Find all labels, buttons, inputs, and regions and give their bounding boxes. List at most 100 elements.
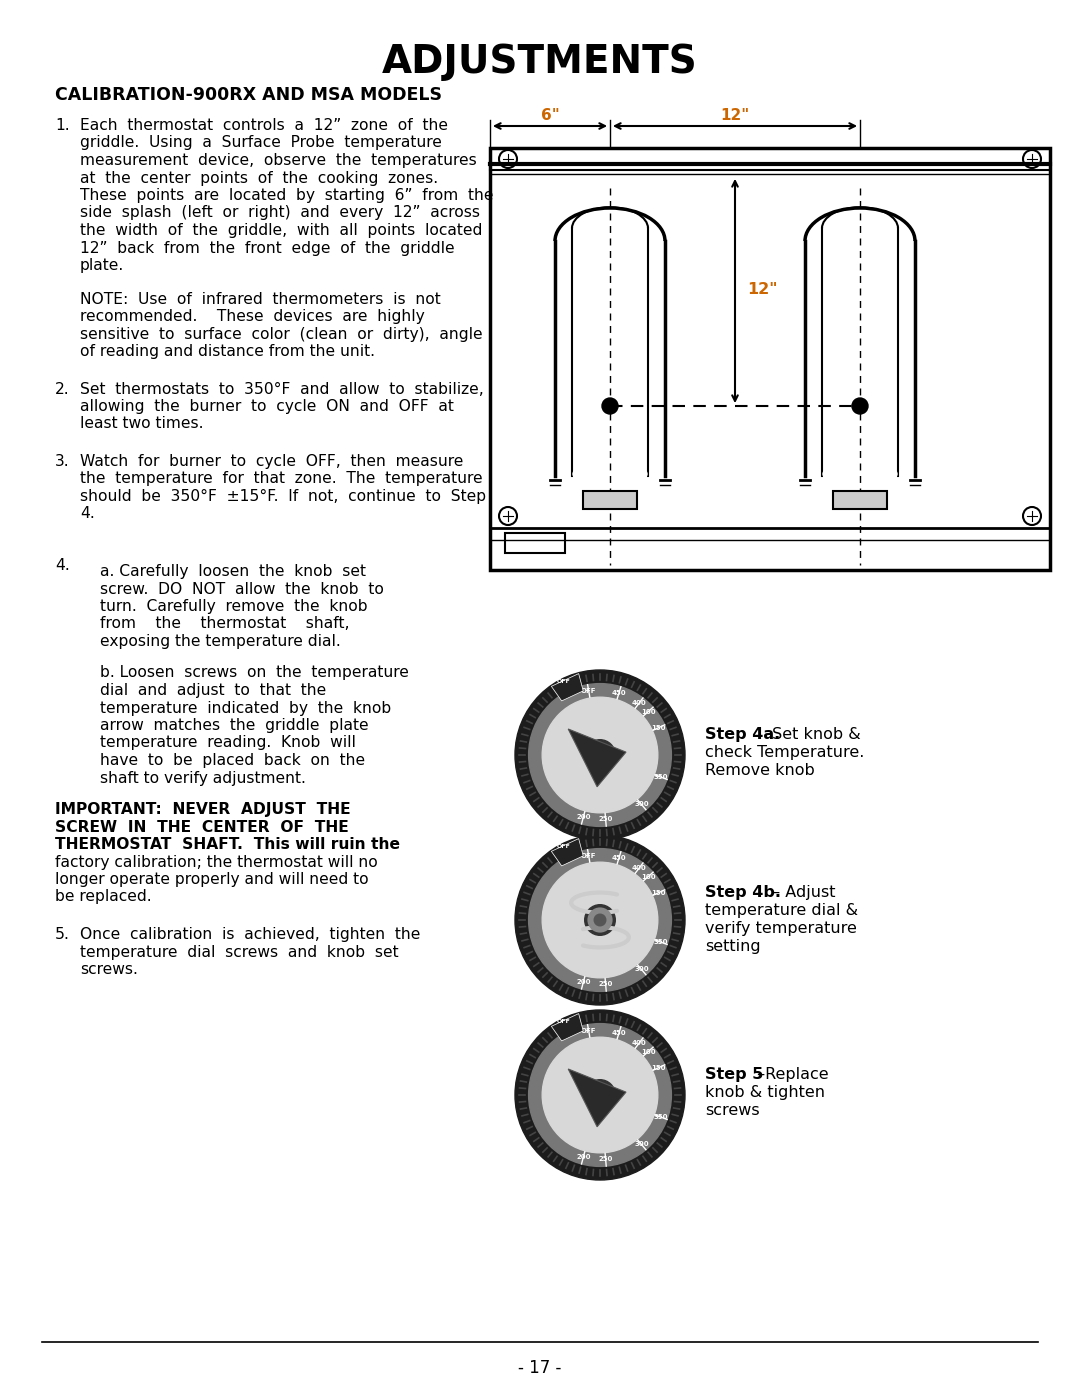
- Text: 100: 100: [640, 1049, 656, 1055]
- Text: temperature dial &: temperature dial &: [705, 902, 859, 918]
- Text: a. Carefully  loosen  the  knob  set: a. Carefully loosen the knob set: [100, 564, 366, 578]
- Text: allowing  the  burner  to  cycle  ON  and  OFF  at: allowing the burner to cycle ON and OFF …: [80, 400, 454, 414]
- Text: turn.  Carefully  remove  the  knob: turn. Carefully remove the knob: [100, 599, 367, 615]
- Text: ADJUSTMENTS: ADJUSTMENTS: [382, 43, 698, 81]
- Text: 400: 400: [632, 1041, 646, 1046]
- Text: Set knob &: Set knob &: [767, 726, 861, 742]
- Text: 12": 12": [720, 109, 750, 123]
- Circle shape: [528, 1024, 672, 1166]
- Circle shape: [639, 469, 647, 478]
- Circle shape: [515, 671, 685, 840]
- Text: IMPORTANT:  NEVER  ADJUST  THE: IMPORTANT: NEVER ADJUST THE: [55, 802, 351, 817]
- Text: plate.: plate.: [80, 258, 124, 272]
- Text: 12": 12": [747, 282, 778, 298]
- Text: dial  and  adjust  to  that  the: dial and adjust to that the: [100, 683, 326, 698]
- Circle shape: [515, 1010, 685, 1180]
- Text: 2.: 2.: [55, 381, 69, 397]
- Polygon shape: [833, 490, 887, 509]
- Text: temperature  reading.  Knob  will: temperature reading. Knob will: [100, 735, 356, 750]
- Circle shape: [515, 835, 685, 1004]
- Text: knob & tighten: knob & tighten: [705, 1085, 825, 1099]
- Text: at  the  center  points  of  the  cooking  zones.: at the center points of the cooking zone…: [80, 170, 438, 186]
- Text: check Temperature.: check Temperature.: [705, 745, 864, 760]
- Text: – Adjust: – Adjust: [767, 886, 836, 900]
- Circle shape: [823, 469, 831, 478]
- Polygon shape: [552, 673, 583, 701]
- Text: screws: screws: [705, 1104, 759, 1118]
- Text: temperature  indicated  by  the  knob: temperature indicated by the knob: [100, 700, 391, 715]
- Text: - 17 -: - 17 -: [518, 1359, 562, 1377]
- Polygon shape: [568, 729, 626, 787]
- Text: side  splash  (left  or  right)  and  every  12”  across: side splash (left or right) and every 12…: [80, 205, 480, 221]
- Text: 400: 400: [632, 865, 646, 872]
- Text: shaft to verify adjustment.: shaft to verify adjustment.: [100, 771, 306, 785]
- Text: 250: 250: [598, 1157, 612, 1162]
- Circle shape: [589, 908, 611, 932]
- Circle shape: [528, 683, 672, 827]
- Polygon shape: [552, 838, 583, 866]
- Text: Each  thermostat  controls  a  12”  zone  of  the: Each thermostat controls a 12” zone of t…: [80, 117, 448, 133]
- Text: OFF: OFF: [581, 689, 596, 694]
- Text: verify temperature: verify temperature: [705, 921, 856, 936]
- Text: 150: 150: [651, 725, 665, 731]
- Text: sensitive  to  surface  color  (clean  or  dirty),  angle: sensitive to surface color (clean or dir…: [80, 327, 483, 341]
- Text: THERMOSTAT  SHAFT.  This will ruin the: THERMOSTAT SHAFT. This will ruin the: [55, 837, 400, 852]
- Text: temperature  dial  screws  and  knob  set: temperature dial screws and knob set: [80, 944, 399, 960]
- Text: griddle.  Using  a  Surface  Probe  temperature: griddle. Using a Surface Probe temperatu…: [80, 136, 442, 151]
- Text: 100: 100: [640, 873, 656, 880]
- Text: the  temperature  for  that  zone.  The  temperature: the temperature for that zone. The tempe…: [80, 472, 483, 486]
- Text: OFF: OFF: [557, 844, 571, 849]
- Text: of reading and distance from the unit.: of reading and distance from the unit.: [80, 344, 375, 359]
- Text: 300: 300: [634, 802, 649, 807]
- Circle shape: [542, 697, 658, 813]
- Text: 450: 450: [611, 690, 626, 696]
- Circle shape: [584, 739, 616, 770]
- Text: from    the    thermostat    shaft,: from the thermostat shaft,: [100, 616, 350, 631]
- Text: arrow  matches  the  griddle  plate: arrow matches the griddle plate: [100, 718, 368, 733]
- Text: 450: 450: [611, 855, 626, 861]
- Text: b. Loosen  screws  on  the  temperature: b. Loosen screws on the temperature: [100, 665, 409, 680]
- Text: 4.: 4.: [55, 557, 70, 573]
- Text: 350: 350: [653, 939, 667, 946]
- Text: –Replace: –Replace: [752, 1067, 828, 1083]
- Text: OFF: OFF: [581, 1028, 596, 1034]
- Text: Remove knob: Remove knob: [705, 763, 814, 778]
- Text: OFF: OFF: [557, 1018, 571, 1024]
- Circle shape: [852, 398, 868, 414]
- Text: the  width  of  the  griddle,  with  all  points  located: the width of the griddle, with all point…: [80, 224, 483, 237]
- Circle shape: [528, 848, 672, 992]
- Text: Set  thermostats  to  350°F  and  allow  to  stabilize,: Set thermostats to 350°F and allow to st…: [80, 381, 484, 397]
- Polygon shape: [583, 490, 637, 509]
- Text: 1.: 1.: [55, 117, 69, 133]
- Text: 6": 6": [541, 109, 559, 123]
- Text: 150: 150: [651, 890, 665, 895]
- Circle shape: [542, 862, 658, 978]
- Text: factory calibration; the thermostat will no: factory calibration; the thermostat will…: [55, 855, 378, 869]
- Text: 300: 300: [634, 967, 649, 972]
- Text: CALIBRATION-900RX AND MSA MODELS: CALIBRATION-900RX AND MSA MODELS: [55, 87, 442, 103]
- Text: screw.  DO  NOT  allow  the  knob  to: screw. DO NOT allow the knob to: [100, 581, 383, 597]
- Text: 350: 350: [653, 774, 667, 780]
- Text: 150: 150: [651, 1065, 665, 1070]
- Text: exposing the temperature dial.: exposing the temperature dial.: [100, 634, 341, 650]
- Text: 300: 300: [634, 1141, 649, 1147]
- Text: 200: 200: [576, 1154, 591, 1161]
- Text: 350: 350: [653, 1113, 667, 1120]
- Text: Watch  for  burner  to  cycle  OFF,  then  measure: Watch for burner to cycle OFF, then meas…: [80, 454, 463, 469]
- Circle shape: [602, 398, 618, 414]
- Text: have  to  be  placed  back  on  the: have to be placed back on the: [100, 753, 365, 768]
- Text: OFF: OFF: [557, 679, 571, 685]
- Text: be replaced.: be replaced.: [55, 890, 151, 904]
- Text: 250: 250: [598, 981, 612, 988]
- Text: Once  calibration  is  achieved,  tighten  the: Once calibration is achieved, tighten th…: [80, 928, 420, 942]
- Text: 4.: 4.: [80, 507, 95, 521]
- Circle shape: [594, 914, 606, 926]
- Circle shape: [584, 1080, 616, 1111]
- Text: setting: setting: [705, 939, 760, 954]
- Text: SCREW  IN  THE  CENTER  OF  THE: SCREW IN THE CENTER OF THE: [55, 820, 349, 834]
- Text: 5.: 5.: [55, 928, 70, 942]
- Text: least two times.: least two times.: [80, 416, 203, 432]
- Text: recommended.    These  devices  are  highly: recommended. These devices are highly: [80, 309, 424, 324]
- Polygon shape: [552, 1014, 583, 1041]
- Text: 450: 450: [611, 1030, 626, 1037]
